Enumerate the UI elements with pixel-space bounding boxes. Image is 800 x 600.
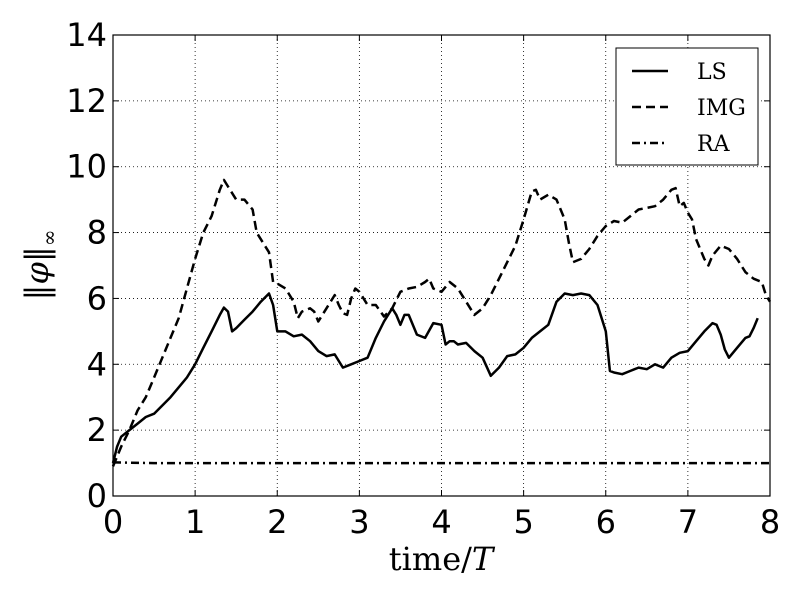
x-tick-label: 6 xyxy=(596,503,616,541)
x-axis-label: time/T xyxy=(389,540,496,578)
x-tick-label: 8 xyxy=(760,503,780,541)
legend-label-img: IMG xyxy=(697,96,746,121)
x-tick-label: 3 xyxy=(349,503,369,541)
y-tick-label: 6 xyxy=(87,279,107,317)
legend-label-ls: LS xyxy=(697,60,727,85)
y-tick-label: 10 xyxy=(66,148,107,186)
y-tick-label: 4 xyxy=(87,345,107,383)
series-line-img xyxy=(111,178,772,467)
x-tick-label: 1 xyxy=(185,503,205,541)
y-tick-label: 12 xyxy=(66,82,107,120)
y-tick-label: 0 xyxy=(87,477,107,515)
y-tick-label: 8 xyxy=(87,214,107,252)
x-tick-label: 5 xyxy=(513,503,533,541)
legend-label-ra: RA xyxy=(697,132,731,157)
series-line-ra xyxy=(112,461,770,465)
grid xyxy=(113,35,770,496)
legend: LS IMG RA xyxy=(615,47,759,166)
y-axis-label: ‖φ‖∞ xyxy=(18,229,61,300)
y-tick-label: 14 xyxy=(66,16,107,54)
x-tick-label: 4 xyxy=(431,503,451,541)
series-lines xyxy=(111,178,772,467)
x-tick-label: 2 xyxy=(267,503,287,541)
x-tick-label: 0 xyxy=(103,503,123,541)
x-tick-label: 7 xyxy=(678,503,698,541)
series-line-ls xyxy=(111,292,759,464)
y-tick-label: 2 xyxy=(87,411,107,449)
